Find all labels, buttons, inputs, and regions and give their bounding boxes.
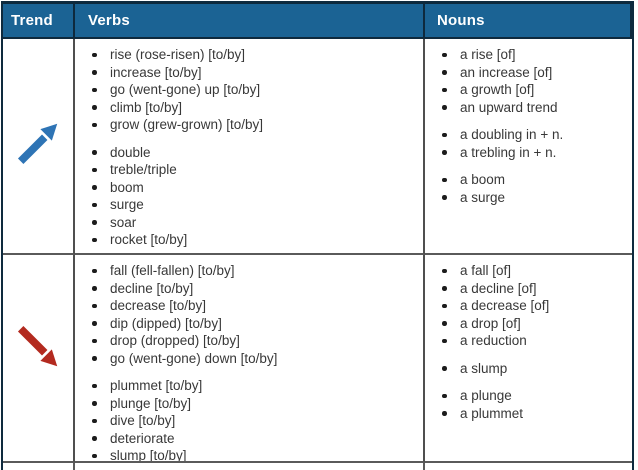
list-item: go (went-gone) up [to/by] [91, 81, 423, 99]
trend-up-arrow-icon [17, 123, 58, 164]
table-row-up-verbs-cell: rise (rose-risen) [to/by] increase [to/by… [75, 39, 425, 255]
list-item: dive [to/by] [91, 412, 423, 430]
bullet-group: a fall [of] a decline [of] a decrease [of]… [425, 262, 632, 350]
list-item: treble/triple [91, 161, 423, 179]
list-item: deteriorate [91, 430, 423, 448]
column-header-nouns: Nouns [425, 4, 632, 39]
list-item: boom [91, 179, 423, 197]
list-item: soar [91, 214, 423, 232]
table-row-down-verbs-cell: fall (fell-fallen) [to/by] decline [to/by… [75, 255, 425, 463]
list-item: a reduction [441, 332, 632, 350]
list-item: decline [to/by] [91, 280, 423, 298]
list-item: a boom [441, 171, 632, 189]
bullet-group: rise (rose-risen) [to/by] increase [to/by… [75, 46, 423, 134]
next-row-nouns-cell [425, 463, 632, 470]
list-item: slump [to/by] [91, 447, 423, 461]
list-item: a surge [441, 189, 632, 207]
list-item: increase [to/by] [91, 64, 423, 82]
list-item: drop (dropped) [to/by] [91, 332, 423, 350]
list-item: a plummet [441, 405, 632, 423]
column-header-nouns-label: Nouns [437, 12, 485, 29]
table-row-up-trend-cell [3, 39, 75, 255]
list-item: an upward trend [441, 99, 632, 117]
bullet-group: a boom a surge [425, 171, 632, 206]
list-item: a fall [of] [441, 262, 632, 280]
list-item: surge [91, 196, 423, 214]
trend-down-arrow-shaft [17, 326, 48, 356]
list-item: a decrease [of] [441, 297, 632, 315]
table-row-up-nouns-cell: a rise [of] an increase [of] a growth [of]… [425, 39, 632, 255]
column-header-trend-label: Trend [11, 12, 53, 29]
bullet-group: a plunge a plummet [425, 387, 632, 422]
list-item: dip (dipped) [to/by] [91, 315, 423, 333]
table-row-down-trend-cell [3, 255, 75, 463]
bullet-group: a doubling in + n. a trebling in + n. [425, 126, 632, 161]
trend-up-arrow-head [40, 123, 58, 141]
list-item: fall (fell-fallen) [to/by] [91, 262, 423, 280]
list-item: plunge [to/by] [91, 395, 423, 413]
bullet-group: a rise [of] an increase [of] a growth [of]… [425, 46, 632, 116]
list-item: a decline [of] [441, 280, 632, 298]
bullet-group: plummet [to/by] plunge [to/by] dive [to/by… [75, 377, 423, 461]
column-header-verbs: Verbs [75, 4, 425, 39]
list-item: decrease [to/by] [91, 297, 423, 315]
list-item: an increase [of] [441, 64, 632, 82]
list-item: a doubling in + n. [441, 126, 632, 144]
list-item: a slump [441, 360, 632, 378]
list-item: climb [to/by] [91, 99, 423, 117]
list-item: grow (grew-grown) [to/by] [91, 116, 423, 134]
trend-down-arrow-head [40, 349, 58, 367]
table-row-down-nouns-cell: a fall [of] a decline [of] a decrease [of]… [425, 255, 632, 463]
list-item: rise (rose-risen) [to/by] [91, 46, 423, 64]
list-item: plummet [to/by] [91, 377, 423, 395]
bullet-group: fall (fell-fallen) [to/by] decline [to/by… [75, 262, 423, 367]
column-header-trend: Trend [3, 4, 75, 39]
trend-up-arrow-shaft [17, 134, 48, 164]
trend-down-arrow-icon [17, 326, 58, 367]
next-row-verbs-cell [75, 463, 425, 470]
list-item: a plunge [441, 387, 632, 405]
bullet-group: a slump [425, 360, 632, 378]
column-header-verbs-label: Verbs [88, 12, 130, 29]
bullet-group: double treble/triple boom surge soar rocket [… [75, 144, 423, 249]
list-item: a drop [of] [441, 315, 632, 333]
list-item: a trebling in + n. [441, 144, 632, 162]
next-row-trend-cell [3, 463, 75, 470]
list-item: a growth [of] [441, 81, 632, 99]
list-item: a rise [of] [441, 46, 632, 64]
list-item: rocket [to/by] [91, 231, 423, 249]
list-item: go (went-gone) down [to/by] [91, 350, 423, 368]
list-item: double [91, 144, 423, 162]
